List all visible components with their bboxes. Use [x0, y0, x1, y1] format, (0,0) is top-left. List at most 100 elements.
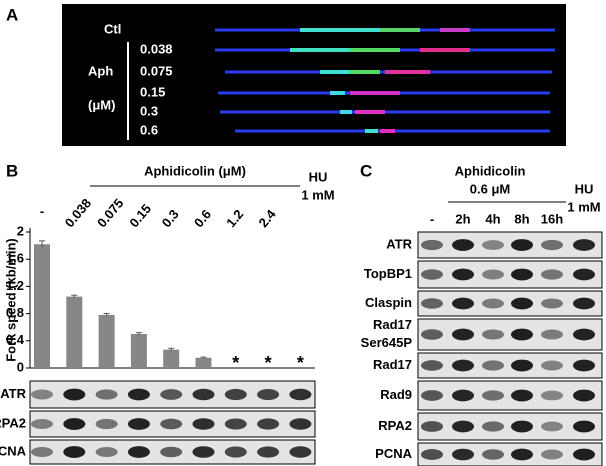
x-tick-label: 0.038: [62, 196, 94, 231]
concentration-label: 0.3: [140, 103, 158, 118]
hu-label: 1 mM: [567, 199, 600, 214]
band: [127, 446, 150, 458]
band: [95, 418, 118, 430]
control-label: Ctl: [104, 21, 121, 36]
value-label: *: [297, 353, 304, 373]
lane-label: 8h: [514, 211, 529, 226]
band: [573, 389, 595, 402]
blot-label: RPA2: [378, 418, 412, 433]
band: [541, 449, 563, 460]
band: [511, 268, 533, 281]
bar: [98, 314, 115, 368]
band: [127, 388, 150, 401]
band: [541, 421, 563, 432]
band: [482, 240, 504, 250]
y-tick-label: 2: [17, 223, 24, 238]
x-tick-label: 1.2: [223, 207, 246, 230]
blot: [417, 318, 603, 351]
band: [257, 418, 280, 430]
concentration-label: 0.6: [140, 122, 158, 137]
blot: [417, 231, 603, 259]
band: [511, 389, 533, 402]
band: [511, 239, 533, 251]
band: [95, 446, 118, 458]
band: [421, 239, 443, 251]
blot-label: TopBP1: [364, 266, 412, 281]
band: [421, 449, 443, 460]
x-tick-label: -: [40, 203, 44, 218]
band: [482, 329, 504, 340]
band: [421, 298, 443, 309]
band: [541, 298, 563, 309]
x-tick-label: 0.6: [191, 207, 214, 230]
y-tick-label: 1.2: [6, 278, 24, 293]
band: [482, 449, 504, 460]
band: [452, 297, 474, 310]
band: [421, 390, 443, 401]
band: [452, 359, 474, 372]
band: [421, 360, 443, 371]
band: [482, 298, 504, 309]
band: [511, 328, 533, 341]
band: [63, 446, 86, 458]
band: [192, 388, 215, 401]
panel-label: A: [6, 5, 18, 24]
band: [421, 329, 443, 340]
bar: [163, 349, 180, 368]
band: [160, 418, 183, 430]
band: [257, 446, 280, 458]
blot-label: Rad17: [373, 317, 412, 332]
blot: [417, 290, 603, 317]
band: [452, 268, 474, 281]
concentration-label: 0.15: [140, 84, 165, 99]
blot: [417, 260, 603, 289]
band: [482, 269, 504, 280]
band: [541, 269, 563, 280]
band: [511, 297, 533, 310]
band: [452, 328, 474, 341]
band: [31, 389, 53, 400]
blot: [417, 380, 603, 411]
blot-label: Claspin: [365, 295, 412, 310]
x-tick-label: 2.4: [256, 206, 280, 230]
band: [511, 359, 533, 372]
band: [573, 328, 595, 341]
value-label: *: [265, 353, 272, 373]
panel-label: C: [360, 161, 372, 180]
x-tick-label: 0.075: [94, 196, 126, 231]
band: [573, 297, 595, 310]
hu-label: 1 mM: [301, 187, 334, 202]
y-tick-label: 0.8: [6, 305, 24, 320]
band: [95, 389, 118, 400]
y-axis-label: Fork speed (kb/min): [3, 238, 18, 362]
band: [63, 418, 86, 430]
band: [573, 448, 595, 461]
band: [452, 239, 474, 251]
band: [31, 446, 53, 458]
band: [160, 389, 183, 400]
blot-label: ATR: [386, 236, 412, 251]
band: [541, 329, 563, 340]
band: [541, 390, 563, 401]
band: [127, 418, 150, 430]
band: [573, 268, 595, 281]
band: [452, 420, 474, 433]
bar: [130, 334, 147, 368]
header: Aphidicolin: [455, 163, 526, 178]
panel-label: B: [6, 161, 18, 180]
band: [224, 388, 247, 401]
panel-a-image: [62, 4, 566, 146]
band: [452, 389, 474, 402]
band: [573, 420, 595, 433]
hu-label: HU: [309, 169, 328, 184]
band: [573, 359, 595, 372]
bar: [34, 244, 50, 368]
band: [421, 421, 443, 432]
y-tick-label: 1.6: [6, 251, 24, 266]
blot-label: PCNA: [375, 446, 412, 461]
band: [482, 360, 504, 371]
band: [192, 418, 215, 430]
concentration-label: 0.075: [140, 63, 173, 78]
